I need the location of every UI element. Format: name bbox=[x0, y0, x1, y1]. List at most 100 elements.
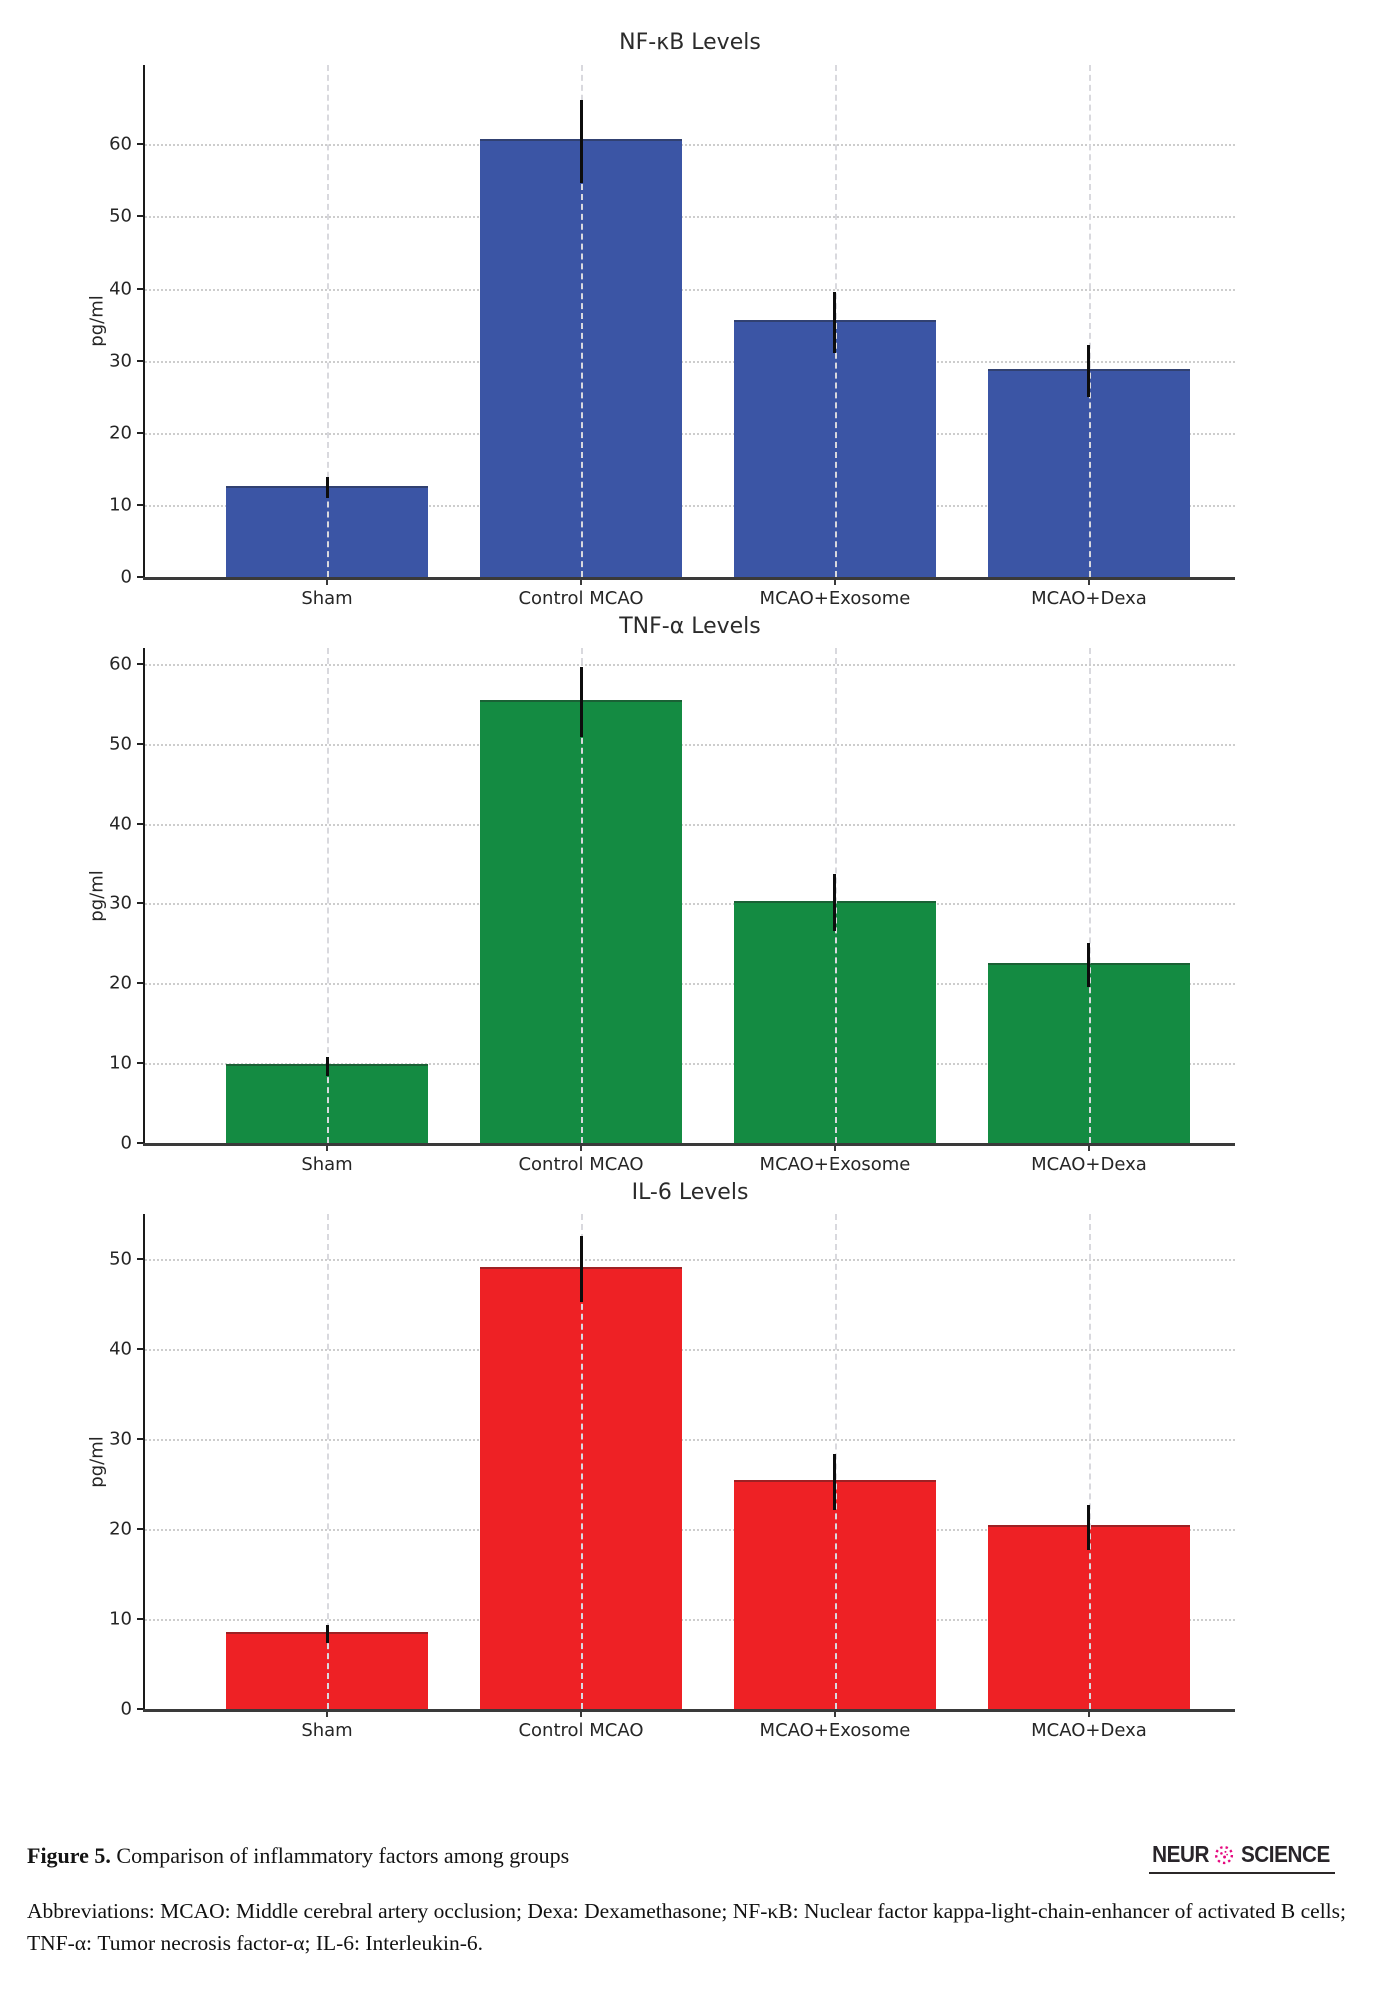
y-tick-mark bbox=[137, 1062, 143, 1065]
v-gridline bbox=[581, 65, 583, 577]
y-tick-label: 50 bbox=[109, 733, 132, 755]
logo-text-neur: NEUR bbox=[1152, 1841, 1210, 1867]
bar-control-mcao bbox=[480, 700, 682, 1143]
y-axis-spine bbox=[143, 1214, 145, 1709]
error-bar-mcao-dexa bbox=[1087, 344, 1091, 397]
y-tick-label: 30 bbox=[109, 1428, 132, 1450]
bar-sham bbox=[226, 1064, 429, 1143]
x-axis-spine bbox=[143, 577, 1235, 580]
error-bar-sham bbox=[325, 476, 329, 499]
y-tick-mark bbox=[137, 982, 143, 985]
h-gridline bbox=[145, 1349, 1235, 1351]
y-tick-mark bbox=[137, 1438, 143, 1440]
x-tick-label-mcao-dexa: MCAO+Dexa bbox=[1031, 1720, 1147, 1741]
x-tick-mark bbox=[580, 1146, 582, 1151]
y-axis-spine bbox=[143, 648, 145, 1143]
bar-mcao-dexa bbox=[987, 1525, 1190, 1709]
v-gridline bbox=[581, 648, 583, 1143]
bar-mcao-exosome bbox=[733, 320, 936, 577]
y-tick-label: 10 bbox=[109, 1608, 132, 1630]
x-tick-mark bbox=[326, 1146, 329, 1151]
chart-title: TNF-α Levels bbox=[619, 614, 761, 639]
x-tick-label-sham: Sham bbox=[301, 588, 353, 609]
y-tick-label: 60 bbox=[109, 133, 132, 155]
y-tick-mark bbox=[137, 576, 143, 578]
error-bar-mcao-dexa bbox=[1087, 1504, 1091, 1550]
plot-area: 0 10 20 30 40 50 60 Sham Control MCAO MCAO+Exosom… bbox=[109, 648, 1235, 1175]
x-tick-label-mcao-dexa: MCAO+Dexa bbox=[1031, 588, 1147, 609]
y-axis-label: pg/ml bbox=[86, 1435, 108, 1488]
figure-caption-label: Figure 5. bbox=[27, 1843, 111, 1868]
h-gridline bbox=[145, 1259, 1235, 1261]
v-gridline bbox=[1088, 648, 1091, 1143]
h-gridline bbox=[145, 983, 1235, 986]
h-gridline bbox=[145, 144, 1235, 147]
h-gridline bbox=[145, 216, 1235, 219]
x-tick-mark bbox=[833, 1712, 836, 1717]
y-tick-label: 60 bbox=[109, 653, 132, 675]
v-gridline bbox=[834, 648, 837, 1143]
h-gridline bbox=[145, 1439, 1235, 1441]
y-tick-label: 40 bbox=[109, 1338, 132, 1360]
plot-area: 0 10 20 30 40 50 60 Sham Control MCAO MCAO+Exosom… bbox=[109, 65, 1235, 609]
x-axis-spine bbox=[143, 1709, 1235, 1712]
h-gridline bbox=[145, 432, 1235, 435]
v-gridline bbox=[327, 1214, 330, 1709]
y-tick-label: 20 bbox=[109, 422, 132, 444]
x-tick-label-mcao-dexa: MCAO+Dexa bbox=[1031, 1154, 1147, 1175]
y-axis-label: pg/ml bbox=[86, 869, 108, 922]
bar-mcao-exosome bbox=[733, 1480, 936, 1709]
figure-caption: Figure 5. Comparison of inflammatory fac… bbox=[27, 1843, 569, 1869]
y-tick-mark bbox=[137, 1708, 143, 1710]
y-tick-label: 0 bbox=[120, 566, 132, 588]
y-tick-label: 30 bbox=[109, 892, 132, 914]
x-tick-mark bbox=[326, 580, 329, 585]
h-gridline bbox=[145, 504, 1235, 507]
y-tick-mark bbox=[137, 143, 143, 146]
x-tick-label-mcao-exosome: MCAO+Exosome bbox=[759, 1720, 911, 1741]
y-tick-mark bbox=[137, 287, 143, 290]
error-bar-mcao-dexa bbox=[1087, 942, 1091, 988]
h-gridline bbox=[145, 823, 1235, 826]
error-bar-sham bbox=[325, 1625, 329, 1644]
v-gridline bbox=[834, 1214, 837, 1709]
y-tick-mark bbox=[137, 1528, 143, 1530]
y-tick-label: 0 bbox=[120, 1698, 132, 1720]
y-tick-mark bbox=[137, 742, 143, 745]
y-tick-mark bbox=[137, 1258, 143, 1260]
y-tick-label: 10 bbox=[109, 494, 132, 516]
y-tick-label: 50 bbox=[109, 205, 132, 227]
x-tick-mark bbox=[1087, 580, 1090, 585]
y-tick-label: 0 bbox=[120, 1132, 132, 1154]
v-gridline bbox=[834, 65, 837, 577]
y-tick-mark bbox=[137, 1348, 143, 1350]
y-tick-label: 50 bbox=[109, 1248, 132, 1270]
bar-mcao-exosome bbox=[733, 900, 936, 1143]
v-gridline bbox=[1088, 1214, 1091, 1709]
x-tick-label-control-mcao: Control MCAO bbox=[518, 1154, 644, 1175]
y-tick-mark bbox=[137, 431, 143, 434]
x-tick-mark bbox=[580, 580, 582, 585]
abbreviations-text: Abbreviations: MCAO: Middle cerebral art… bbox=[27, 1899, 1346, 1956]
x-tick-label-sham: Sham bbox=[301, 1720, 353, 1741]
v-gridline bbox=[1088, 65, 1091, 577]
bar-sham bbox=[226, 1632, 429, 1709]
plot-area: 0 10 20 30 40 50 Sham Control MCAO MCAO+Exosome M… bbox=[109, 1214, 1235, 1741]
neuroscience-logo: NEUR SCIENCE bbox=[1149, 1841, 1335, 1874]
bar-sham bbox=[226, 485, 429, 577]
error-bar-control-mcao bbox=[579, 100, 583, 183]
x-tick-mark bbox=[1087, 1146, 1090, 1151]
bar-control-mcao bbox=[480, 139, 682, 577]
y-tick-mark bbox=[137, 902, 143, 905]
x-tick-mark bbox=[833, 580, 836, 585]
x-tick-mark bbox=[833, 1146, 836, 1151]
y-tick-label: 20 bbox=[109, 1518, 132, 1540]
y-tick-label: 40 bbox=[109, 278, 132, 300]
flower-cell-icon bbox=[1215, 1845, 1234, 1864]
v-gridline bbox=[327, 65, 330, 577]
figure-caption-text: Comparison of inflammatory factors among… bbox=[116, 1843, 570, 1868]
